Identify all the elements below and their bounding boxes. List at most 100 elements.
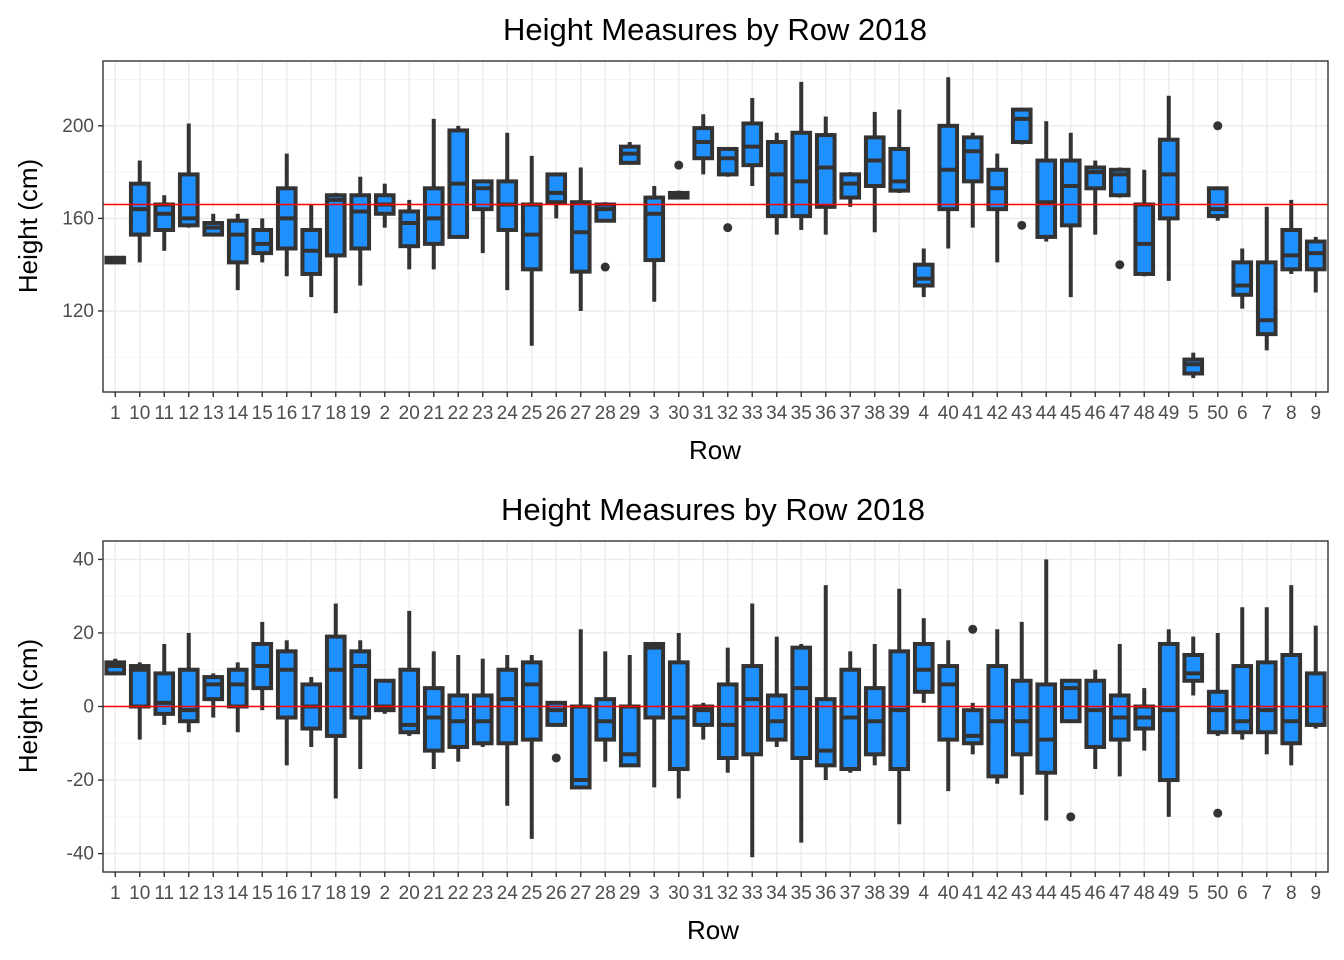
box-13 [202, 673, 225, 718]
top-boxplot-panel: Height Measures by Row 2018 Height (cm) … [13, 12, 1329, 465]
box-18 [324, 603, 347, 799]
box-41 [961, 624, 984, 755]
x-tick-label: 45 [1060, 403, 1081, 424]
outlier-point [1213, 808, 1223, 818]
outlier-point [723, 223, 733, 233]
box-23 [471, 658, 494, 747]
box-25 [520, 655, 543, 839]
x-tick-label: 14 [227, 883, 249, 904]
x-tick-label: 46 [1085, 403, 1106, 424]
x-tick-label: 31 [693, 403, 714, 424]
interquartile-box [520, 202, 543, 272]
interquartile-box [1182, 653, 1205, 683]
interquartile-box [937, 123, 960, 212]
box-11 [153, 643, 176, 725]
x-tick-label: 13 [203, 883, 224, 904]
panel-border [102, 60, 1329, 393]
box-21 [422, 651, 445, 770]
box-10 [128, 662, 151, 740]
x-tick-label: 48 [1134, 403, 1155, 424]
x-tick-label: 14 [227, 403, 249, 424]
box-3 [643, 185, 666, 302]
x-tick-label: 45 [1060, 883, 1081, 904]
box-27 [569, 167, 592, 311]
box-29 [618, 142, 641, 165]
x-tick-label: 18 [325, 403, 346, 424]
interquartile-box [716, 682, 739, 760]
outlier-point [968, 624, 978, 634]
box-46 [1084, 669, 1107, 770]
x-tick-label: 24 [497, 883, 519, 904]
box-5 [1182, 352, 1205, 379]
box-50 [1206, 121, 1229, 221]
interquartile-box [1304, 239, 1327, 272]
interquartile-box [251, 227, 274, 256]
x-tick-label: 36 [815, 403, 836, 424]
x-tick-label: 36 [815, 883, 836, 904]
interquartile-box [1280, 227, 1303, 272]
box-21 [422, 118, 445, 270]
x-tick-label: 23 [472, 883, 493, 904]
x-tick-label: 50 [1207, 883, 1228, 904]
x-tick-label: 22 [448, 403, 469, 424]
box-39 [888, 588, 911, 825]
x-tick-label: 16 [276, 403, 297, 424]
x-tick-label: 39 [889, 883, 910, 904]
box-18 [324, 192, 347, 314]
outlier-point [551, 753, 561, 763]
x-tick-label: 7 [1261, 403, 1272, 424]
interquartile-box [569, 704, 592, 790]
x-tick-label: 28 [595, 883, 616, 904]
interquartile-box [1206, 186, 1229, 219]
x-tick-label: 38 [864, 883, 885, 904]
interquartile-box [1010, 678, 1033, 757]
x-tick-label: 22 [448, 883, 469, 904]
interquartile-box [520, 660, 543, 742]
box-42 [986, 629, 1009, 784]
box-47 [1108, 167, 1131, 270]
y-tick-label: -20 [67, 770, 94, 791]
x-tick-label: 13 [203, 403, 224, 424]
box-14 [226, 662, 249, 733]
interquartile-box [937, 664, 960, 742]
box-12 [177, 123, 200, 228]
box-38 [863, 111, 886, 233]
x-tick-label: 40 [938, 883, 959, 904]
x-tick-label: 42 [987, 403, 1008, 424]
box-15 [251, 218, 274, 263]
x-tick-label: 42 [987, 883, 1008, 904]
interquartile-box [128, 664, 151, 709]
box-25 [520, 155, 543, 346]
interquartile-box [790, 130, 813, 219]
x-tick-label: 48 [1134, 883, 1155, 904]
box-13 [202, 213, 225, 237]
x-tick-label: 50 [1207, 403, 1228, 424]
box-5 [1182, 636, 1205, 696]
interquartile-box [1010, 107, 1033, 145]
box-20 [398, 199, 421, 270]
interquartile-box [814, 697, 837, 768]
interquartile-box [839, 172, 862, 200]
interquartile-box [153, 671, 176, 716]
interquartile-box [1182, 357, 1205, 376]
box-8 [1280, 585, 1303, 766]
box-30 [667, 632, 690, 799]
box-30 [667, 160, 690, 200]
interquartile-box [618, 704, 641, 768]
x-tick-label: 26 [546, 883, 567, 904]
y-tick-label: 120 [62, 301, 94, 322]
interquartile-box [888, 146, 911, 193]
interquartile-box [1304, 671, 1327, 727]
interquartile-box [790, 645, 813, 760]
x-tick-label: 44 [1036, 883, 1058, 904]
interquartile-box [349, 649, 372, 720]
box-24 [496, 132, 519, 291]
x-tick-label: 3 [649, 403, 660, 424]
box-40 [937, 77, 960, 249]
interquartile-box [177, 667, 200, 724]
x-tick-label: 20 [399, 883, 420, 904]
box-4 [912, 248, 935, 298]
interquartile-box [324, 193, 347, 258]
x-tick-label: 11 [154, 883, 174, 904]
x-tick-label: 39 [889, 403, 910, 424]
